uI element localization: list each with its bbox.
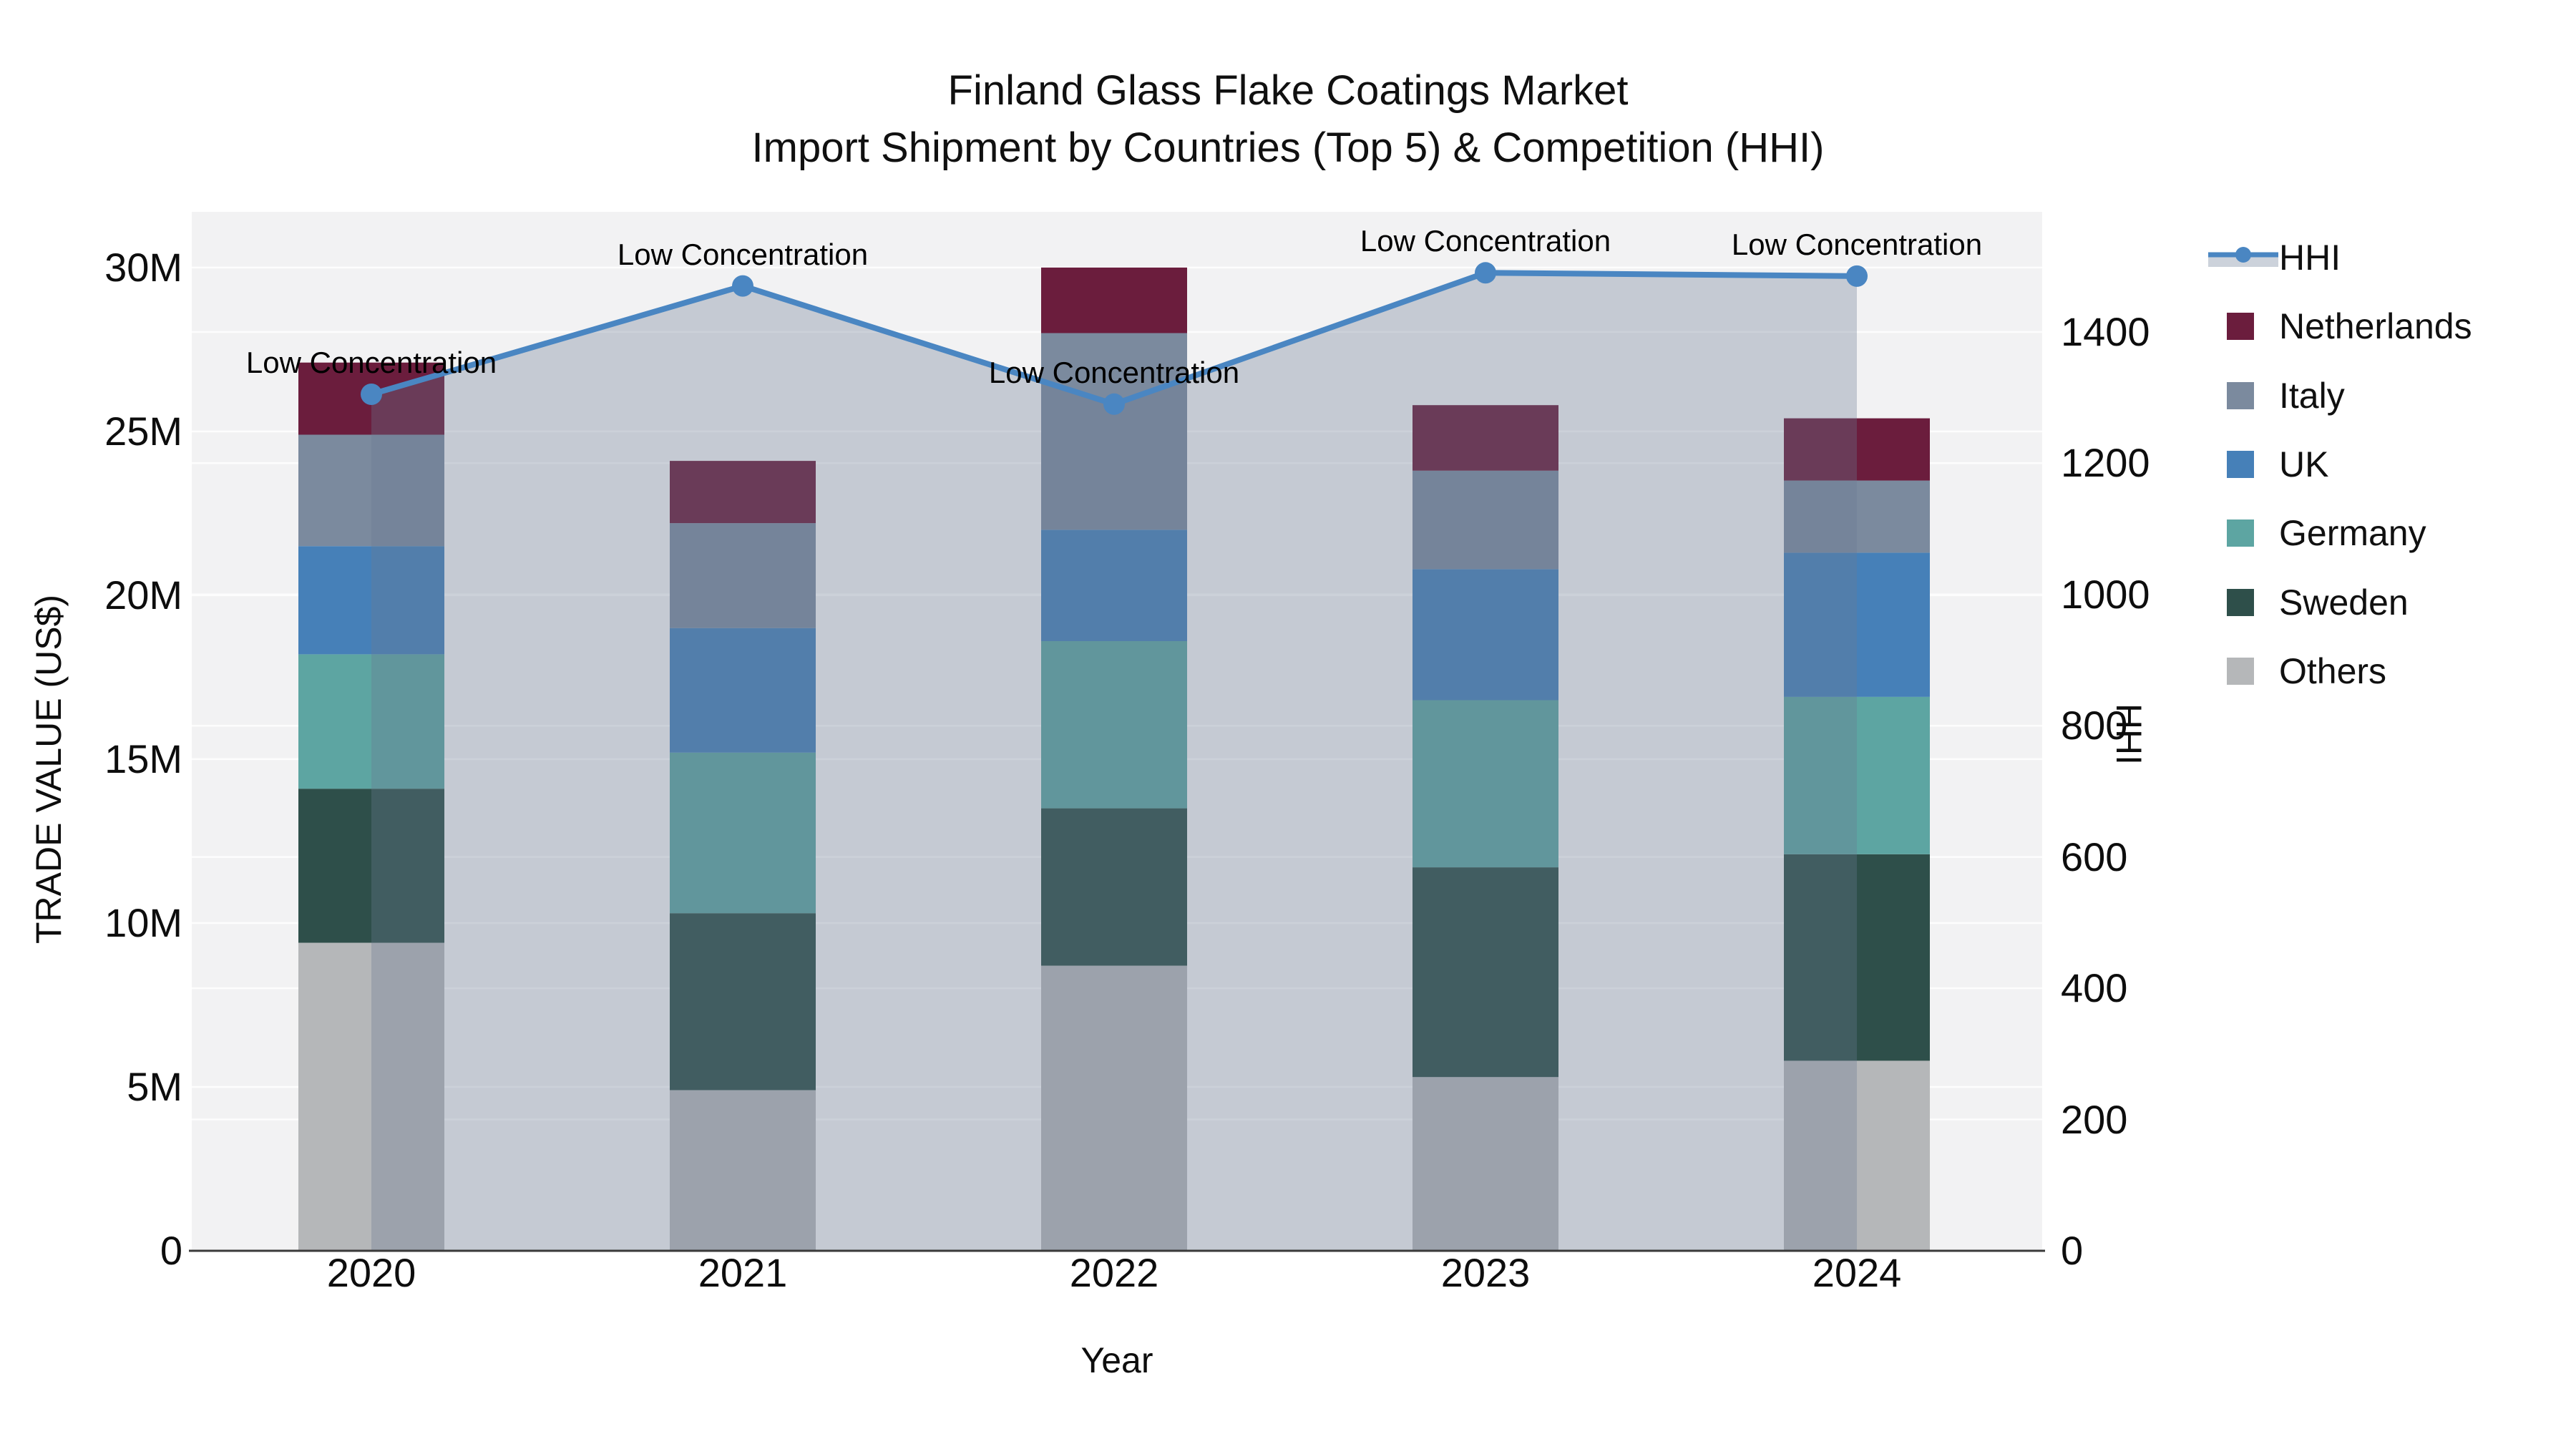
y-right-tick-400: 400 xyxy=(2061,965,2128,1011)
bar-segment-italy-2024[interactable] xyxy=(1784,480,1930,553)
legend-label-uk: UK xyxy=(2279,444,2329,484)
x-tick-2024: 2024 xyxy=(1812,1250,1902,1295)
legend-label-hhi: HHI xyxy=(2279,238,2341,278)
x-tick-2022: 2022 xyxy=(1069,1250,1159,1295)
bar-segment-sweden-2022[interactable] xyxy=(1041,808,1187,966)
y-left-tick-10M: 10M xyxy=(104,899,182,945)
bar-segment-netherlands-2022[interactable] xyxy=(1041,267,1187,333)
bar-segment-italy-2022[interactable] xyxy=(1041,333,1187,530)
bar-segment-germany-2024[interactable] xyxy=(1784,696,1930,854)
legend-label-italy: Italy xyxy=(2279,375,2345,416)
bar-segment-sweden-2020[interactable] xyxy=(298,789,444,943)
hhi-marker-2022[interactable] xyxy=(1103,393,1125,415)
bar-segment-uk-2021[interactable] xyxy=(670,628,816,753)
hhi-marker-2020[interactable] xyxy=(361,384,382,405)
y-right-tick-800: 800 xyxy=(2061,703,2128,748)
bars-series-others xyxy=(298,942,1930,1251)
sweden-swatch-icon xyxy=(2227,588,2254,616)
uk-swatch-icon xyxy=(2227,450,2254,478)
y-left-tick-25M: 25M xyxy=(104,408,182,454)
bar-segment-others-2022[interactable] xyxy=(1041,965,1187,1252)
x-axis-title: Year xyxy=(1080,1340,1153,1380)
legend-item-sweden[interactable]: Sweden xyxy=(2208,582,2409,623)
legend-label-sweden: Sweden xyxy=(2279,582,2409,623)
italy-swatch-icon xyxy=(2227,381,2254,409)
bar-segment-italy-2023[interactable] xyxy=(1413,470,1558,570)
y-right-tick-1200: 1200 xyxy=(2061,440,2150,486)
bars-series-sweden xyxy=(298,789,1930,1091)
legend-label-others: Others xyxy=(2279,650,2387,691)
y-left-tick-20M: 20M xyxy=(104,572,182,618)
y-left-tick-0: 0 xyxy=(160,1228,182,1273)
hhi-line-sample xyxy=(2208,247,2278,268)
bar-segment-uk-2023[interactable] xyxy=(1413,569,1558,701)
annotation-2022: Low Concentration xyxy=(988,355,1240,389)
bar-segment-germany-2020[interactable] xyxy=(298,654,444,789)
hhi-area xyxy=(371,273,1857,1251)
legend-item-germany[interactable]: Germany xyxy=(2208,512,2426,554)
bar-segment-italy-2020[interactable] xyxy=(298,434,444,547)
y-right-tick-0: 0 xyxy=(2061,1228,2084,1273)
y-right-tick-200: 200 xyxy=(2061,1096,2128,1142)
y-left-tick-30M: 30M xyxy=(104,244,182,290)
others-swatch-icon xyxy=(2227,657,2254,685)
bar-segment-netherlands-2024[interactable] xyxy=(1784,418,1930,481)
bar-segment-sweden-2024[interactable] xyxy=(1784,854,1930,1061)
bar-segment-others-2024[interactable] xyxy=(1784,1060,1930,1251)
bars-series-netherlands xyxy=(298,267,1930,524)
legend-item-hhi[interactable]: HHI xyxy=(2208,237,2341,278)
chart-title-line1: Finland Glass Flake Coatings Market xyxy=(947,67,1629,114)
x-tick-2021: 2021 xyxy=(698,1250,788,1295)
y-right-tick-600: 600 xyxy=(2061,834,2128,879)
bar-segment-netherlands-2023[interactable] xyxy=(1413,405,1558,471)
hhi-marker-sample xyxy=(2235,247,2251,263)
bar-segment-germany-2023[interactable] xyxy=(1413,700,1558,868)
annotation-2024: Low Concentration xyxy=(1731,227,1983,261)
y-left-tick-5M: 5M xyxy=(127,1063,182,1109)
bars-series-italy xyxy=(298,333,1930,628)
bar-segment-others-2023[interactable] xyxy=(1413,1077,1558,1251)
germany-swatch-icon xyxy=(2227,519,2254,547)
bar-segment-germany-2021[interactable] xyxy=(670,752,816,914)
y-right-tick-1000: 1000 xyxy=(2061,571,2150,617)
y-left-tick-15M: 15M xyxy=(104,736,182,781)
legend-label-netherlands: Netherlands xyxy=(2279,306,2472,347)
legend-item-italy[interactable]: Italy xyxy=(2208,375,2345,416)
bar-segment-others-2021[interactable] xyxy=(670,1090,816,1251)
bar-segment-uk-2024[interactable] xyxy=(1784,552,1930,697)
netherlands-swatch-icon xyxy=(2227,313,2254,341)
legend-item-others[interactable]: Others xyxy=(2208,650,2386,692)
legend-label-germany: Germany xyxy=(2279,513,2426,554)
chart-title-line2: Import Shipment by Countries (Top 5) & C… xyxy=(751,125,1825,171)
bar-segment-germany-2022[interactable] xyxy=(1041,641,1187,809)
bar-segment-italy-2021[interactable] xyxy=(670,523,816,628)
bars-series-uk xyxy=(298,530,1930,753)
hhi-marker-2021[interactable] xyxy=(732,275,753,297)
annotation-2020: Low Concentration xyxy=(245,345,497,379)
bars-series-germany xyxy=(298,641,1930,914)
annotation-2023: Low Concentration xyxy=(1360,224,1611,258)
hhi-marker-2023[interactable] xyxy=(1475,262,1496,284)
bar-segment-uk-2022[interactable] xyxy=(1041,530,1187,641)
bar-segment-sweden-2023[interactable] xyxy=(1413,867,1558,1078)
x-tick-2020: 2020 xyxy=(326,1250,416,1295)
x-tick-2023: 2023 xyxy=(1440,1250,1531,1295)
bar-segment-others-2020[interactable] xyxy=(298,942,444,1251)
hhi-marker-2024[interactable] xyxy=(1846,265,1868,287)
y-right-tick-1400: 1400 xyxy=(2061,308,2150,354)
bar-segment-netherlands-2021[interactable] xyxy=(670,461,816,524)
legend-item-uk[interactable]: UK xyxy=(2208,444,2328,485)
annotation-2021: Low Concentration xyxy=(617,237,869,271)
bar-segment-uk-2020[interactable] xyxy=(298,546,444,655)
legend-item-netherlands[interactable]: Netherlands xyxy=(2208,306,2472,347)
bar-segment-sweden-2021[interactable] xyxy=(670,913,816,1091)
